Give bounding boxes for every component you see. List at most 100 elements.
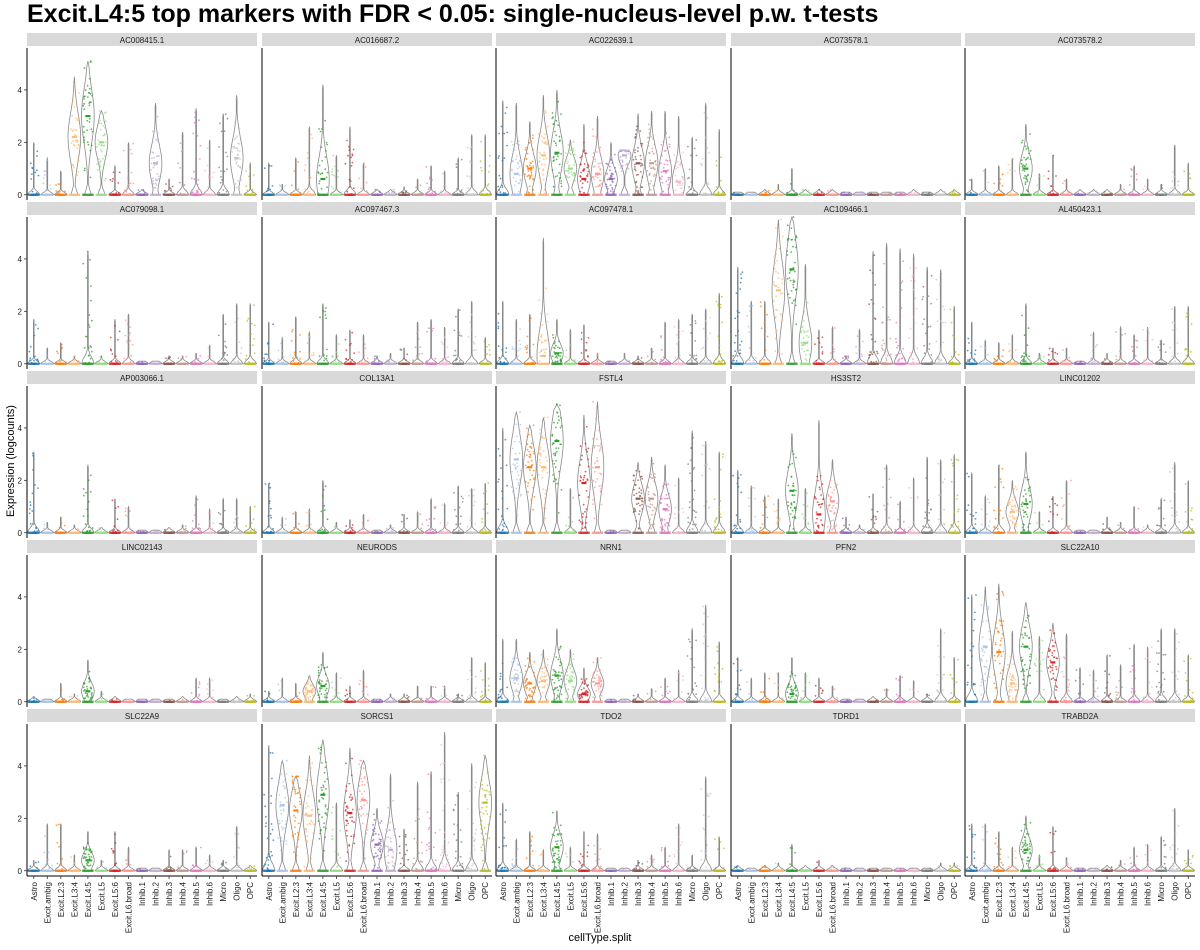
data-point xyxy=(953,335,955,338)
data-point xyxy=(673,326,676,328)
data-point xyxy=(1173,322,1176,324)
data-point xyxy=(595,137,598,139)
data-point xyxy=(454,354,457,357)
data-point xyxy=(668,505,670,508)
data-point xyxy=(628,161,631,164)
data-point xyxy=(37,487,39,489)
data-point xyxy=(599,445,601,447)
data-point xyxy=(331,168,334,171)
data-point xyxy=(529,478,532,481)
data-point xyxy=(734,334,737,337)
data-point xyxy=(1021,526,1024,529)
data-point xyxy=(556,356,559,359)
data-point xyxy=(781,353,783,355)
data-point xyxy=(639,154,642,157)
data-point xyxy=(651,503,654,506)
data-point xyxy=(587,496,590,498)
data-point xyxy=(1011,499,1014,501)
data-point xyxy=(538,157,541,159)
violin-outline xyxy=(1153,497,1169,534)
data-point xyxy=(253,528,256,531)
data-point xyxy=(63,524,66,527)
data-point xyxy=(611,186,613,189)
data-point xyxy=(639,130,642,132)
data-point xyxy=(661,154,663,157)
data-point xyxy=(151,130,154,133)
data-point xyxy=(1022,515,1025,518)
data-point xyxy=(542,178,545,181)
data-point xyxy=(913,269,916,272)
data-point xyxy=(816,479,819,482)
data-point xyxy=(692,498,695,501)
data-point xyxy=(467,187,469,190)
data-point xyxy=(818,486,821,489)
data-point xyxy=(687,521,690,524)
data-point xyxy=(218,191,221,194)
data-point xyxy=(922,191,924,194)
data-point xyxy=(351,526,353,529)
data-point xyxy=(519,328,521,330)
data-point xyxy=(501,490,503,493)
data-point xyxy=(541,324,544,326)
data-point xyxy=(557,100,560,103)
data-point xyxy=(530,174,533,176)
data-point xyxy=(1135,339,1137,342)
data-point xyxy=(527,482,530,484)
data-point xyxy=(694,340,697,342)
data-point xyxy=(344,338,347,341)
data-point xyxy=(545,348,547,351)
data-point xyxy=(819,488,821,491)
data-point xyxy=(689,354,691,357)
data-point xyxy=(1001,173,1004,176)
data-point xyxy=(219,181,222,184)
data-point xyxy=(788,277,791,279)
facet-strip-label: AP003066.1 xyxy=(120,374,165,383)
data-point xyxy=(244,358,247,360)
data-point xyxy=(596,457,599,459)
data-point xyxy=(338,360,340,363)
y-tick-label: 0 xyxy=(18,360,23,369)
data-point xyxy=(673,513,676,516)
data-point xyxy=(579,163,581,166)
data-point xyxy=(568,164,571,166)
data-point xyxy=(71,114,74,117)
data-point xyxy=(734,524,736,527)
data-point xyxy=(1093,360,1096,363)
data-point xyxy=(309,510,311,513)
data-point xyxy=(224,345,227,348)
data-point xyxy=(594,160,597,163)
data-point xyxy=(1029,158,1032,161)
data-point xyxy=(568,172,570,175)
data-point xyxy=(1015,509,1018,512)
data-point xyxy=(827,494,830,496)
data-point xyxy=(269,188,272,191)
data-point xyxy=(150,162,153,165)
data-point xyxy=(794,509,797,512)
data-point xyxy=(554,356,557,359)
data-point xyxy=(1012,505,1014,508)
data-point xyxy=(35,698,38,701)
data-point xyxy=(1119,350,1121,353)
data-point xyxy=(538,432,541,435)
data-point xyxy=(239,158,241,160)
data-point xyxy=(291,698,294,701)
data-point xyxy=(675,333,678,336)
data-point xyxy=(592,135,595,138)
data-point xyxy=(235,98,238,101)
data-point xyxy=(90,346,93,348)
data-point xyxy=(196,183,199,186)
data-point xyxy=(489,353,491,356)
data-point xyxy=(296,356,299,359)
data-point xyxy=(532,178,535,181)
data-point xyxy=(830,520,832,522)
data-point xyxy=(620,167,623,170)
data-point xyxy=(829,479,832,482)
data-point xyxy=(320,510,323,513)
data-point xyxy=(568,359,571,362)
data-point xyxy=(332,187,335,190)
data-point xyxy=(358,177,360,180)
data-point xyxy=(489,154,491,157)
data-point xyxy=(1048,347,1051,350)
data-point xyxy=(1023,529,1026,532)
data-point xyxy=(659,495,662,498)
